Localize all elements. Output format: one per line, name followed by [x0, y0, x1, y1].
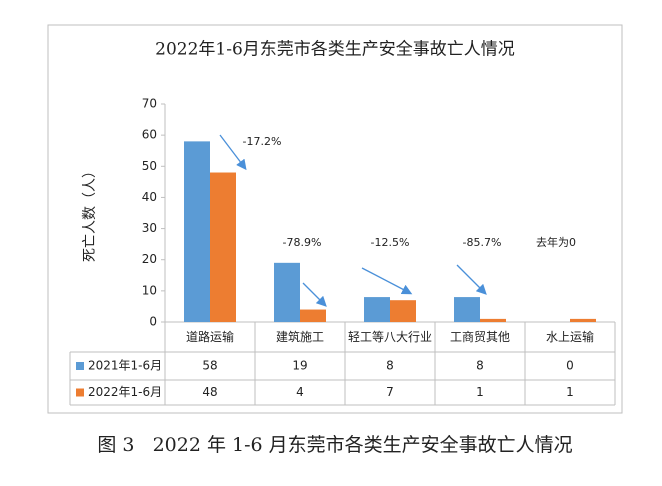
x-tick-label: 水上运输 — [545, 330, 594, 344]
y-tick-label: 50 — [142, 159, 157, 173]
bar — [364, 297, 390, 322]
table-value: 1 — [566, 385, 574, 399]
bar — [184, 141, 210, 322]
legend-label: 2021年1-6月 — [88, 359, 162, 373]
bar — [480, 318, 506, 322]
chart-title: 2022年1-6月东莞市各类生产安全事故亡人情况 — [155, 40, 515, 60]
annotation-arrow — [219, 134, 247, 171]
bar — [390, 300, 416, 322]
legend-swatch — [76, 362, 84, 370]
category-cell: 工商贸其他 — [449, 330, 510, 344]
annotation: -78.9% — [283, 236, 322, 249]
table-value: 48 — [202, 385, 217, 399]
y-tick-label: 30 — [142, 221, 157, 235]
x-tick-label: 工商贸其他 — [449, 330, 510, 344]
y-tick-label: 0 — [149, 315, 157, 329]
caption: 图 3 2022 年 1-6 月东莞市各类生产安全事故亡人情况 — [97, 434, 572, 456]
legend-label: 2022年1-6月 — [88, 385, 162, 399]
table-value: 8 — [476, 359, 484, 373]
annotation: -85.7% — [463, 236, 502, 249]
bar — [274, 262, 300, 322]
category-cell: 轻工等八大行业 — [347, 330, 432, 344]
annotation: -17.2% — [243, 135, 282, 148]
y-tick-label: 40 — [142, 190, 157, 204]
bar — [454, 297, 480, 322]
annotation: 去年为0 — [536, 235, 576, 249]
table-value: 8 — [386, 359, 394, 373]
x-tick-label: 道路运输 — [185, 330, 234, 344]
table-value: 0 — [566, 359, 574, 373]
bar — [300, 309, 326, 322]
table-value: 4 — [296, 385, 304, 399]
table-value: 19 — [292, 359, 307, 373]
table-value: 7 — [386, 385, 394, 399]
bar — [210, 172, 236, 322]
x-tick-label: 轻工等八大行业 — [347, 330, 432, 344]
table-value: 1 — [476, 385, 484, 399]
category-cell: 道路运输 — [185, 330, 234, 344]
bar — [570, 318, 596, 322]
y-tick-label: 70 — [142, 97, 157, 111]
legend-swatch — [76, 388, 84, 397]
annotation-arrow — [361, 267, 413, 295]
y-tick-label: 10 — [142, 283, 157, 297]
category-cell: 建筑施工 — [275, 330, 324, 344]
y-tick-label: 60 — [142, 128, 157, 142]
annotation: -12.5% — [371, 236, 410, 249]
y-axis-label: 死亡人数（人） — [82, 164, 98, 262]
y-tick-label: 20 — [142, 252, 157, 266]
annotation-arrow — [456, 264, 487, 295]
x-tick-label: 建筑施工 — [275, 330, 324, 344]
chart-frame — [47, 24, 623, 414]
category-cell: 水上运输 — [545, 330, 594, 344]
annotation-arrow — [302, 282, 327, 307]
table-value: 58 — [202, 359, 217, 373]
